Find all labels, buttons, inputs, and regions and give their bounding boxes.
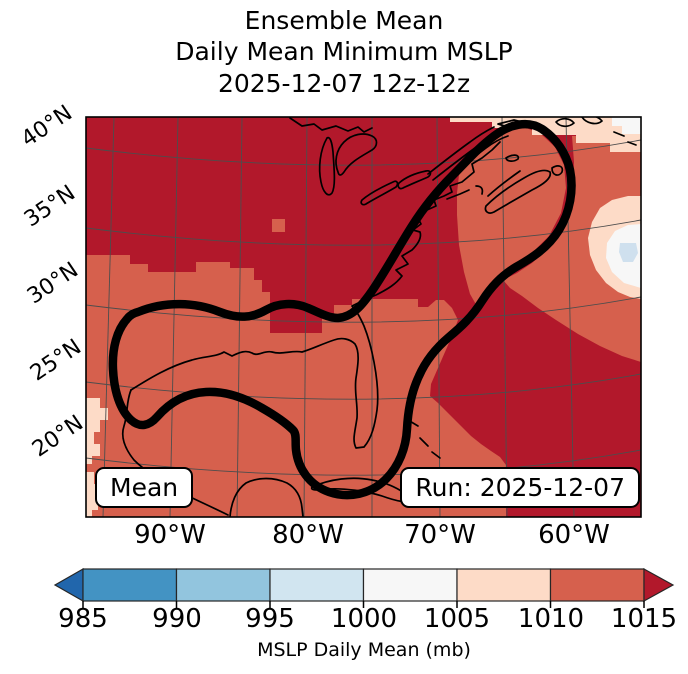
colorbar-tick-985: 985 — [58, 604, 108, 634]
colorbar-over-arrow — [643, 567, 675, 603]
region-east-atlantic-1010-1015 — [503, 136, 641, 362]
region-left-patch-lower-1005-1010 — [86, 472, 98, 517]
lon-label-90w: 90°W — [134, 520, 206, 550]
colorbar-seg-1005-1010 — [456, 568, 552, 602]
region-left-patch-upper-1005-1010 — [86, 398, 108, 464]
region-speck-1010-1015 — [272, 219, 285, 232]
colorbar-tick-marks — [82, 601, 645, 608]
colorbar-seg-1000-1005 — [362, 568, 458, 602]
region-maritimes-lobe-1010-1015 — [457, 127, 566, 308]
region-right-spot-995-1000 — [619, 243, 638, 262]
colorbar-seg-990-995 — [175, 568, 271, 602]
colorbar-tick-1005: 1005 — [423, 604, 491, 634]
title-line-1: Ensemble Mean — [244, 6, 444, 35]
lon-label-70w: 70°W — [404, 520, 476, 550]
mean-annotation-box: Mean — [95, 467, 194, 508]
lon-label-60w: 60°W — [538, 520, 610, 550]
colorbar-seg-1010-1015 — [549, 568, 645, 602]
lon-label-80w: 80°W — [272, 520, 344, 550]
region-corner-1000-1005 — [612, 117, 641, 134]
map-border — [85, 116, 642, 518]
colorbar-under-arrow — [53, 567, 84, 603]
mslp-highlight-contour — [108, 119, 576, 500]
colorbar-svg — [53, 567, 675, 608]
run-date-annotation-box: Run: 2025-12-07 — [400, 467, 640, 508]
title-line-2: Daily Mean Minimum MSLP — [175, 37, 513, 66]
colorbar-tick-1000: 1000 — [330, 604, 398, 634]
colorbar-seg-995-1000 — [269, 568, 365, 602]
map-svg — [85, 116, 642, 518]
colorbar-seg-985-990 — [82, 568, 178, 602]
title-line-3: 2025-12-07 12z-12z — [217, 69, 471, 98]
colorbar-tick-1010: 1010 — [517, 604, 585, 634]
colorbar-tick-995: 995 — [245, 604, 295, 634]
colorbar-caption: MSLP Daily Mean (mb) — [257, 639, 471, 661]
colorbar-tick-1015: 1015 — [610, 604, 678, 634]
colorbar-tick-990: 990 — [152, 604, 202, 634]
